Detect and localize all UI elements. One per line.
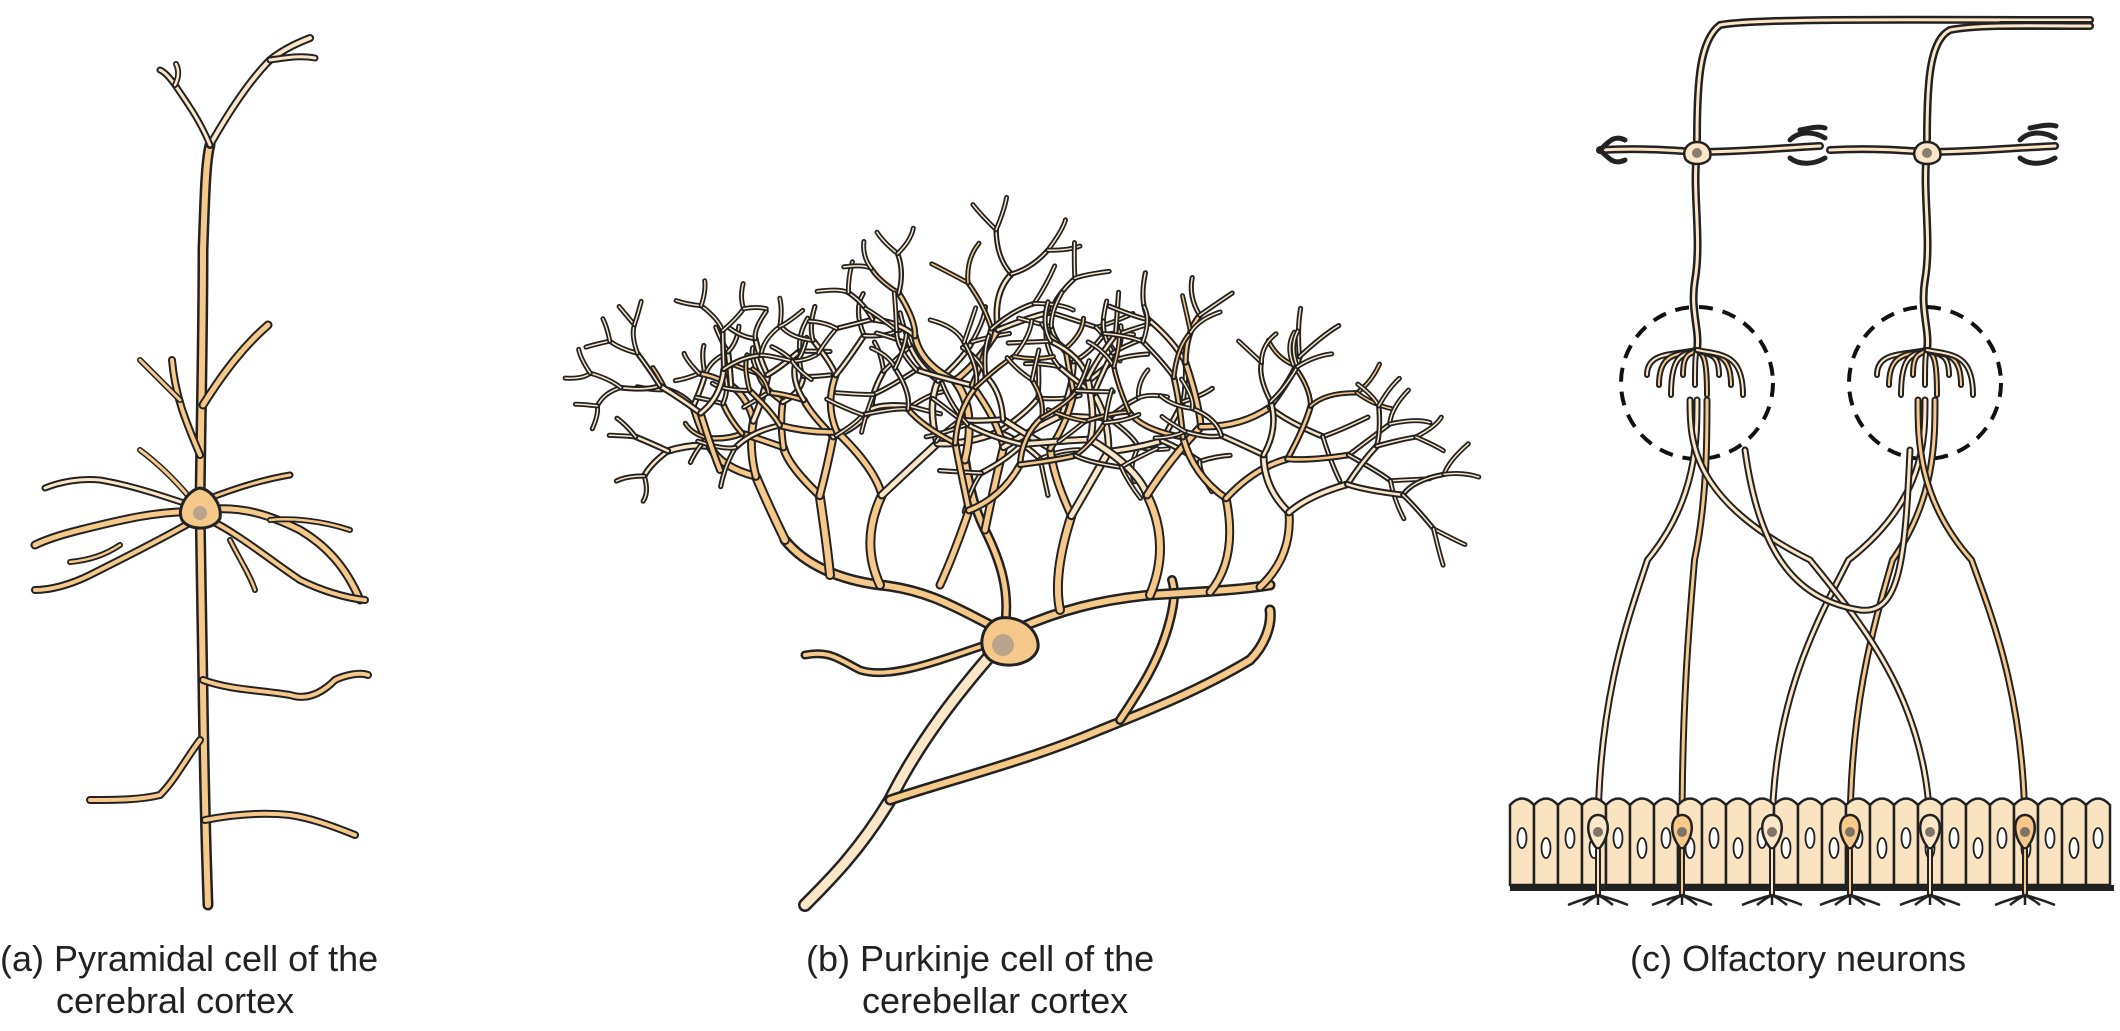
purkinje-branch-fill [636, 437, 668, 451]
purkinje-branch-fill [837, 319, 873, 328]
purkinje-dendritic-tree [565, 197, 1479, 610]
epithelial-nucleus [1518, 828, 1527, 848]
epithelial-nucleus [1662, 828, 1671, 848]
glomeruli [1621, 307, 2001, 459]
purkinje-branch [871, 268, 898, 293]
caption-olfactory-line1: (c) Olfactory neurons [1630, 938, 2050, 980]
receptor-nucleus [1593, 827, 1603, 837]
purkinje-branch [1183, 437, 1226, 498]
purkinje-branch [930, 320, 964, 342]
epithelial-nucleus [1998, 828, 2007, 848]
epithelial-nucleus [1974, 838, 1983, 858]
epithelial-nucleus [1710, 828, 1719, 848]
receptor-axon [1772, 400, 1925, 835]
purkinje-branch [1226, 459, 1287, 499]
purkinje-branch-fill [1323, 417, 1368, 436]
purkinje-branch [728, 327, 755, 339]
purkinje-branch-fill [1221, 436, 1263, 455]
receptor-nucleus [1925, 827, 1935, 837]
purkinje-branch-fill [693, 375, 705, 407]
purkinje-branch-fill [1210, 498, 1230, 592]
olfactory-tract [1697, 20, 2090, 140]
glomerular-tufts [1647, 350, 1973, 395]
receptor-nucleus [2020, 827, 2030, 837]
epithelial-nucleus [1950, 828, 1959, 848]
purkinje-branch [1271, 367, 1298, 402]
purkinje-branch [782, 327, 813, 340]
epithelial-nucleus [2046, 828, 2055, 848]
purkinje-branch-fill [1416, 437, 1444, 451]
purkinje-branch-fill [1239, 341, 1262, 362]
receptor-nucleus [1677, 827, 1687, 837]
caption-pyramidal-line1: (a) Pyramidal cell of the [0, 938, 460, 980]
receptor-axons [1598, 400, 2025, 835]
caption-purkinje-line2: cerebellar cortex [806, 980, 1226, 1022]
purkinje-branch [701, 306, 723, 331]
purkinje-branch-fill [1051, 312, 1096, 327]
epithelial-nucleus [1614, 828, 1623, 848]
caption-pyramidal-line2: cerebral cortex [0, 980, 460, 1022]
receptor-axon-fill [1690, 400, 1930, 835]
caption-olfactory: (c) Olfactory neurons [1630, 938, 2050, 980]
purkinje-branch-fill [932, 264, 968, 283]
purkinje-branch-fill [940, 510, 969, 585]
purkinje-branch [755, 311, 766, 338]
olfactory-neurons [1600, 20, 2090, 350]
purkinje-branch-fill [619, 307, 634, 325]
caption-purkinje: (b) Purkinje cell of the cerebellar cort… [806, 938, 1226, 1022]
pyramidal-cell [35, 38, 368, 905]
caption-pyramidal: (a) Pyramidal cell of the cerebral corte… [0, 938, 460, 1022]
purkinje-branch-fill [1403, 495, 1434, 529]
receptor-nucleus [1767, 827, 1777, 837]
purkinje-branch [1051, 292, 1062, 326]
purkinje-branch-fill [882, 443, 937, 495]
caption-purkinje-line1: (b) Purkinje cell of the [806, 938, 1226, 980]
purkinje-branch-fill [973, 205, 996, 230]
epithelial-nucleus [1542, 838, 1551, 858]
purkinje-nucleus [992, 634, 1014, 656]
purkinje-branch-fill [836, 336, 864, 376]
purkinje-cell [785, 460, 1270, 905]
receptor-axon [1690, 400, 1930, 835]
epithelial-nucleus [1638, 838, 1647, 858]
pyramidal-nucleus [193, 506, 207, 520]
epithelial-nucleus [1566, 828, 1575, 848]
epithelial-nucleus [1782, 838, 1791, 858]
purkinje-branch [1011, 250, 1047, 274]
epithelial-nucleus [2070, 838, 2079, 858]
purkinje-branch-fill [1183, 296, 1191, 333]
purkinje-branch [1444, 444, 1468, 475]
epithelial-nucleus [1806, 828, 1815, 848]
epithelial-nucleus [1734, 838, 1743, 858]
epithelial-nucleus [1902, 828, 1911, 848]
purkinje-branch [898, 228, 914, 253]
purkinje-branch [597, 388, 621, 406]
epithelial-nucleus [1830, 838, 1839, 858]
epithelial-nucleus [1878, 838, 1887, 858]
epithelial-nucleus [2094, 828, 2103, 848]
purkinje-branch-fill [756, 476, 785, 540]
receptor-axon-fill [1772, 400, 1925, 835]
receptor-nucleus [1845, 827, 1855, 837]
